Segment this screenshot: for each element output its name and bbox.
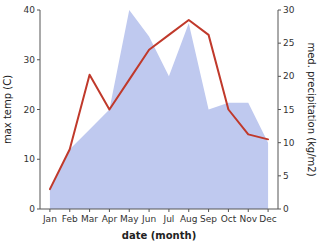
y2-tick	[278, 209, 281, 210]
x-tick	[168, 209, 169, 212]
x-tick-label: Sep	[200, 214, 217, 224]
y-tick-label: 20	[24, 105, 36, 115]
line	[50, 20, 268, 189]
x-tick-label: Apr	[102, 214, 118, 224]
x-tick-label: Feb	[62, 214, 78, 224]
x-tick-label: Jun	[141, 214, 156, 224]
y-tick	[37, 159, 40, 160]
y-axis-title: max temp (C)	[2, 75, 13, 144]
x-tick	[188, 209, 189, 212]
y2-tick-label: 15	[283, 105, 294, 115]
x-tick	[49, 209, 50, 212]
y2-tick	[278, 109, 281, 110]
y-tick	[37, 59, 40, 60]
y2-tick	[278, 10, 281, 11]
y2-tick	[278, 175, 281, 176]
y-tick-label: 10	[24, 154, 36, 164]
x-tick-label: Mar	[81, 214, 98, 224]
x-tick-label: Nov	[239, 214, 257, 224]
x-tick	[268, 209, 269, 212]
y-tick-label: 40	[24, 5, 36, 15]
x-tick	[149, 209, 150, 212]
page: {"chart_data": {"type": "line", "xlabel"…	[0, 0, 318, 247]
x-tick	[228, 209, 229, 212]
x-tick-label: Jul	[162, 214, 174, 224]
y-tick	[37, 209, 40, 210]
y2-tick	[278, 142, 281, 143]
axes: Jan FebMar AprMayJun Jul AugSep OctNovDec 0 10 2…	[24, 5, 295, 224]
x-axis-title: date (month)	[122, 230, 196, 241]
y2-tick-label: 20	[283, 71, 295, 81]
y2-tick-label: 0	[283, 204, 289, 214]
y2-tick	[278, 76, 281, 77]
chart: Jan FebMar AprMayJun Jul AugSep OctNovDec 0 10 2…	[0, 0, 318, 247]
y2-tick-label: 30	[283, 5, 295, 15]
x-tick	[129, 209, 130, 212]
y-tick	[37, 10, 40, 11]
y-tick	[37, 109, 40, 110]
y2-tick-label: 25	[283, 38, 294, 48]
plot-area	[50, 10, 268, 209]
x-tick	[89, 209, 90, 212]
x-tick	[109, 209, 110, 212]
y-tick-label: 30	[24, 55, 36, 65]
x-tick	[208, 209, 209, 212]
x-tick	[248, 209, 249, 212]
x-tick-label: Jan	[42, 214, 57, 224]
x-tick-label: Oct	[221, 214, 237, 224]
area	[50, 10, 268, 209]
x-tick-label: Dec	[259, 214, 276, 224]
y-tick-label: 0	[29, 204, 35, 214]
y2-tick-label: 5	[283, 171, 289, 181]
x-tick-label: Aug	[180, 214, 198, 224]
x-tick-label: May	[120, 214, 139, 224]
chart-container: Jan FebMar AprMayJun Jul AugSep OctNovDec 0 10 2…	[0, 0, 318, 247]
x-axis-line	[40, 209, 278, 210]
x-tick	[69, 209, 70, 212]
y2-axis-title: med. precipitation (kg/m2)	[306, 42, 317, 176]
y2-tick-label: 10	[283, 138, 295, 148]
y2-tick	[278, 43, 281, 44]
